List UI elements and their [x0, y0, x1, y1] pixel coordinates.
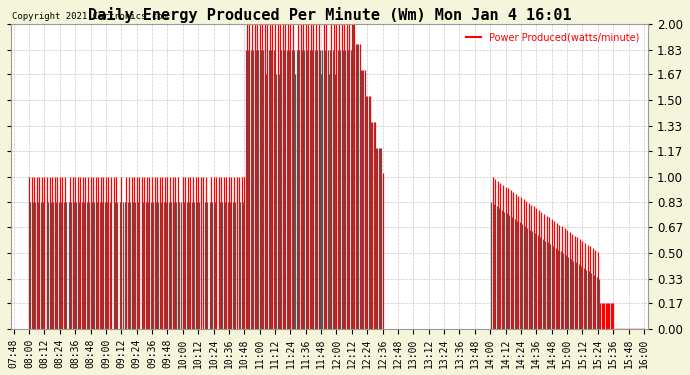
Text: Copyright 2021 Cartronics.com: Copyright 2021 Cartronics.com: [12, 12, 168, 21]
Title: Daily Energy Produced Per Minute (Wm) Mon Jan 4 16:01: Daily Energy Produced Per Minute (Wm) Mo…: [88, 7, 571, 23]
Legend: Power Produced(watts/minute): Power Produced(watts/minute): [462, 29, 643, 47]
